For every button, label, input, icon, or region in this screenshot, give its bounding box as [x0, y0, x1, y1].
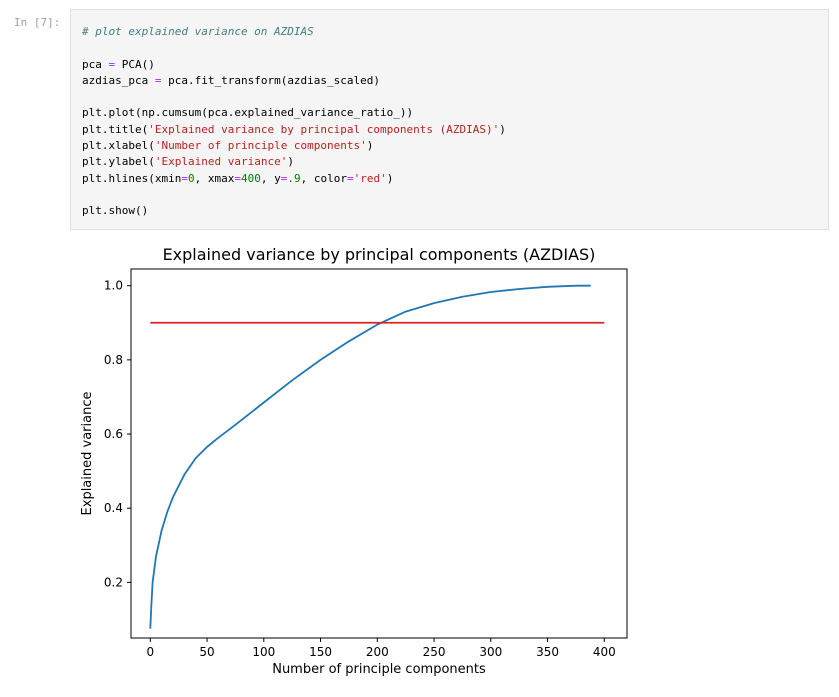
x-tick-label: 350: [536, 645, 559, 659]
code-line: plt.title('Explained variance by princip…: [82, 122, 828, 138]
code-token: =: [108, 57, 116, 71]
code-token: =: [181, 171, 188, 185]
code-token: plt.ylabel(: [82, 155, 155, 169]
code-token: ): [499, 122, 506, 136]
code-token: 'Explained variance': [154, 155, 288, 169]
code-line: plt.ylabel('Explained variance'): [82, 154, 828, 170]
code-line: plt.hlines(xmin=0, xmax=400, y=.9, color…: [82, 171, 828, 187]
y-tick-label: 1.0: [104, 279, 123, 293]
x-tick-label: 150: [309, 645, 332, 659]
code-token: 0: [187, 171, 195, 185]
y-tick-label: 0.2: [104, 575, 123, 589]
y-axis-label: Explained variance: [80, 392, 95, 516]
code-line: pca = PCA(): [82, 57, 828, 73]
code-token: plt.xlabel(: [82, 139, 155, 153]
code-line: plt.plot(np.cumsum(pca.explained_varianc…: [82, 105, 828, 121]
code-token: pca.fit_transform(azdias_scaled): [161, 73, 381, 87]
code-token: , xmax: [194, 171, 235, 185]
code-token: .9: [287, 171, 301, 185]
code-line: [82, 89, 828, 105]
code-line: [82, 40, 828, 56]
x-tick-label: 100: [252, 645, 275, 659]
code-line: # plot explained variance on AZDIAS: [82, 24, 828, 40]
code-line: azdias_pca = pca.fit_transform(azdias_sc…: [82, 73, 828, 89]
code-token: =: [234, 171, 241, 185]
y-tick-label: 0.6: [104, 427, 123, 441]
code-token: plt.hlines(xmin: [82, 171, 182, 185]
cell-output: Explained variance by principal componen…: [70, 236, 640, 695]
x-tick-label: 400: [593, 645, 616, 659]
code-token: PCA(): [115, 57, 155, 71]
code-line: plt.xlabel('Number of principle componen…: [82, 138, 828, 154]
code-token: ): [386, 171, 394, 185]
code-token: 400: [240, 171, 261, 185]
x-tick-label: 250: [423, 645, 446, 659]
code-token: # plot explained variance on AZDIAS: [82, 25, 314, 38]
x-axis-label: Number of principle components: [272, 662, 486, 677]
code-token: plt.plot(np.cumsum(pca.explained_varianc…: [82, 106, 414, 120]
x-tick-label: 200: [366, 645, 389, 659]
code-line: plt.show(): [82, 203, 828, 219]
code-line: [82, 187, 828, 203]
code-token: , color: [300, 171, 347, 185]
code-token: plt.show(): [82, 204, 149, 218]
code-cell[interactable]: # plot explained variance on AZDIAS pca =…: [70, 9, 829, 230]
code-editor[interactable]: # plot explained variance on AZDIAS pca =…: [71, 10, 828, 220]
code-token: ): [366, 139, 374, 153]
cumulative-variance-line: [149, 284, 591, 629]
code-token: 'Explained variance by principal compone…: [148, 122, 500, 136]
code-token: =: [154, 73, 162, 87]
code-token: 'red': [353, 171, 387, 185]
code-token: 'Number of principle components': [154, 139, 367, 153]
code-token: pca: [82, 57, 109, 71]
code-token: , y: [260, 171, 281, 185]
code-token: plt.title(: [82, 122, 149, 136]
plot-frame: [130, 268, 628, 639]
x-tick-label: 0: [146, 645, 154, 659]
x-tick-label: 300: [479, 645, 502, 659]
cell-prompt: In [7]:: [14, 16, 61, 29]
y-tick-label: 0.8: [104, 353, 123, 367]
explained-variance-chart: Explained variance by principal componen…: [80, 245, 628, 677]
code-token: azdias_pca: [82, 73, 155, 87]
y-tick-label: 0.4: [104, 501, 123, 515]
code-token: =: [346, 171, 354, 185]
code-token: =: [280, 171, 288, 185]
code-token: ): [287, 155, 294, 169]
chart-title: Explained variance by principal componen…: [163, 245, 596, 264]
x-tick-label: 50: [199, 645, 214, 659]
